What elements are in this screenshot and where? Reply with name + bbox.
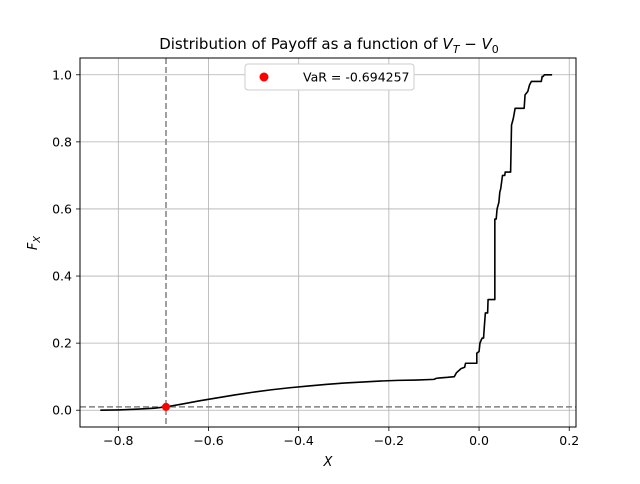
chart-title: Distribution of Payoff as a function of … xyxy=(159,35,499,56)
cdf-curve-layer xyxy=(100,73,553,412)
legend: VaR = -0.694257 xyxy=(244,63,415,91)
x-tick-label: 0.0 xyxy=(469,433,489,448)
y-tick-label: 0.0 xyxy=(52,403,72,418)
var-point-layer xyxy=(162,402,171,411)
x-ticks: −0.8 −0.6 −0.4 −0.2 0.0 0.2 xyxy=(103,427,579,448)
x-tick-label: −0.8 xyxy=(103,433,133,448)
y-axis-label: FX xyxy=(26,235,43,250)
legend-label-var: VaR = -0.694257 xyxy=(303,70,410,85)
y-ticks: 0.0 0.2 0.4 0.6 0.8 1.0 xyxy=(52,67,80,418)
y-tick-label: 0.4 xyxy=(52,269,72,284)
x-tick-label: −0.4 xyxy=(284,433,314,448)
x-axis-label: X xyxy=(323,455,334,470)
x-tick-label: −0.6 xyxy=(193,433,223,448)
reference-lines xyxy=(80,58,576,427)
y-tick-label: 0.6 xyxy=(52,201,72,216)
var-point xyxy=(162,402,171,411)
grid xyxy=(80,58,576,427)
legend-box xyxy=(244,63,415,91)
axes-frame xyxy=(79,57,577,428)
y-tick-label: 0.2 xyxy=(52,336,72,351)
x-tick-label: −0.2 xyxy=(374,433,404,448)
x-tick-label: 0.2 xyxy=(559,433,579,448)
y-tick-label: 1.0 xyxy=(52,67,72,82)
cdf-curve-series-0 xyxy=(100,73,553,412)
y-tick-label: 0.8 xyxy=(52,134,72,149)
legend-marker-var xyxy=(259,72,269,82)
